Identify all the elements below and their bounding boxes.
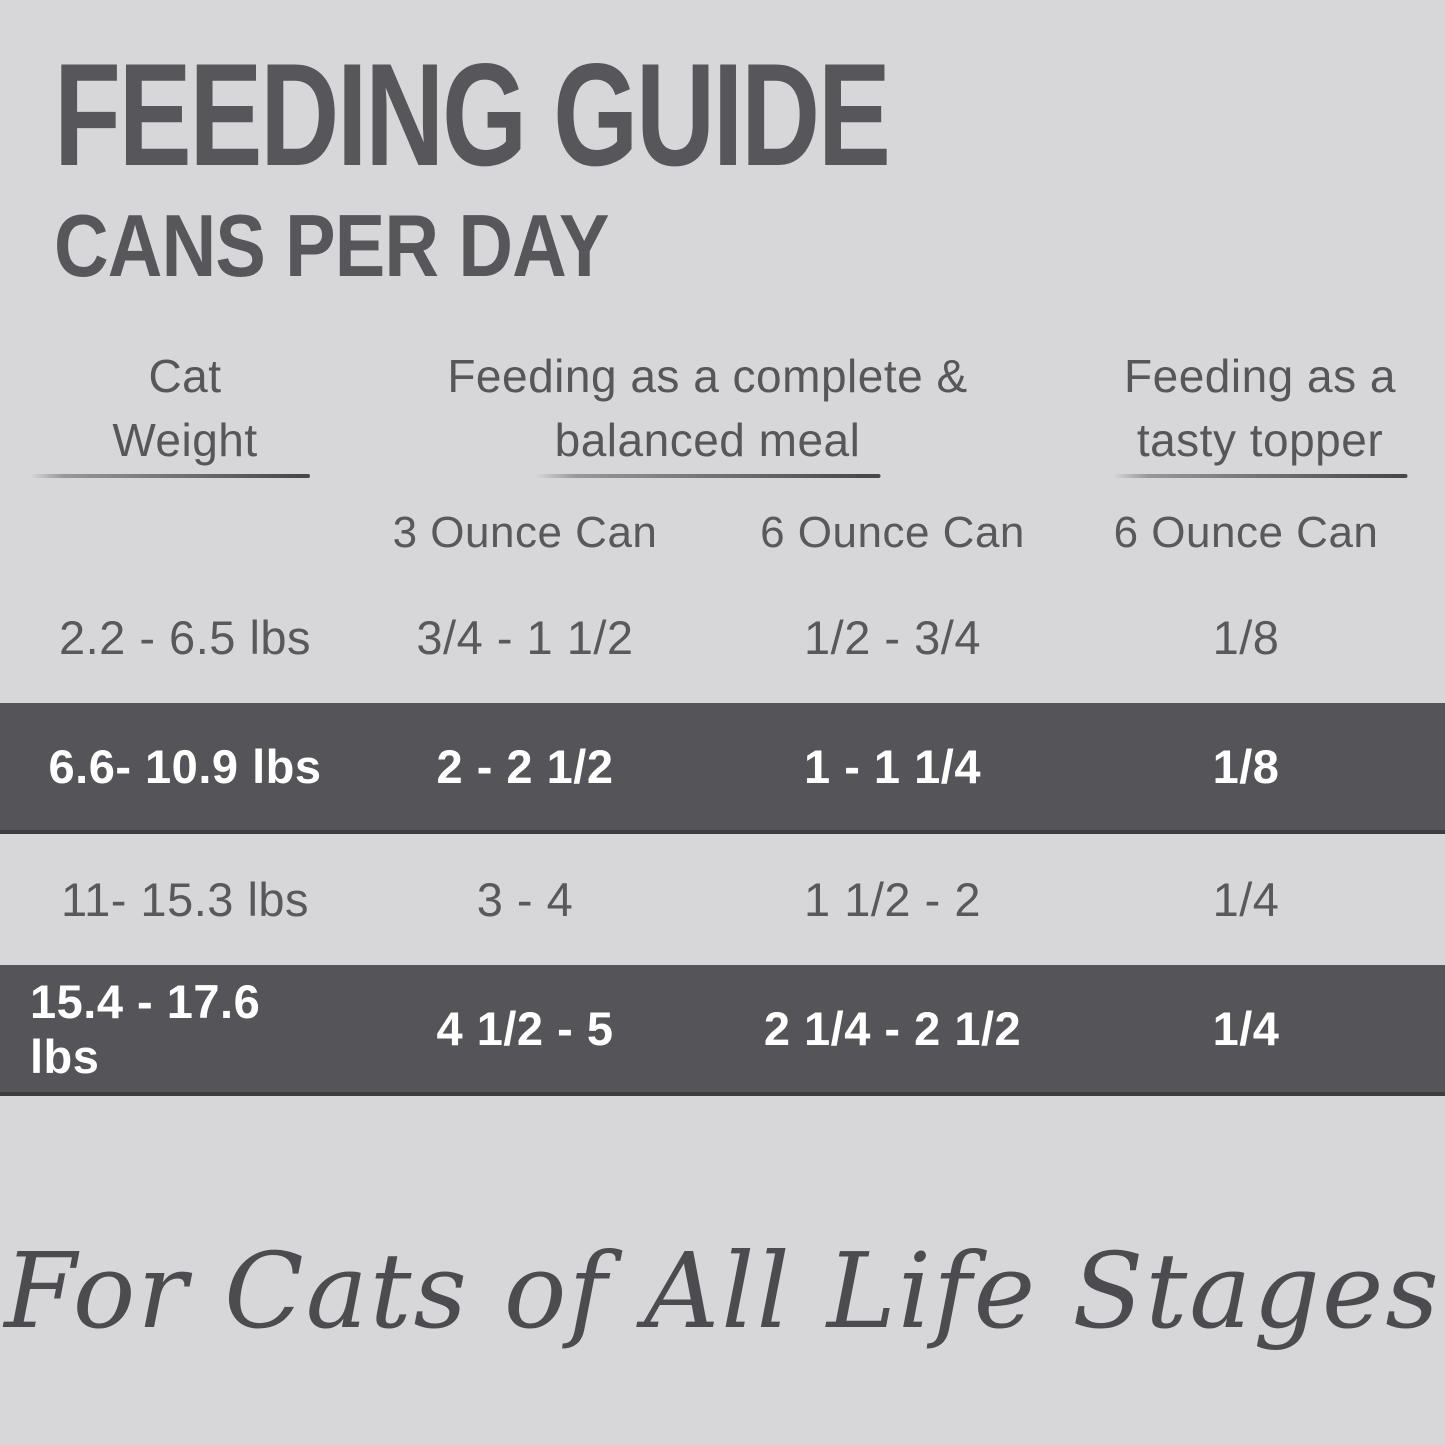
table-row: 2.2 - 6.5 lbs 3/4 - 1 1/2 1/2 - 3/4 1/8 — [0, 572, 1445, 703]
topper-6oz-cell: 1/8 — [1212, 611, 1280, 664]
meal-6oz-cell: 2 1/4 - 2 1/2 — [763, 1002, 1022, 1055]
topper-6oz-cell: 1/4 — [1212, 1002, 1280, 1055]
header-line: Feeding as a complete & — [447, 350, 968, 402]
title-block: FEEDING GUIDE CANS PER DAY — [54, 42, 1167, 290]
tagline-script-text: For Cats of All Life Stages — [4, 1230, 1441, 1352]
subheader-6oz-can-topper: 6 Ounce Can — [1113, 508, 1379, 557]
meal-3oz-cell: 4 1/2 - 5 — [436, 1002, 614, 1055]
header-line: tasty topper — [1136, 414, 1384, 466]
subheader-empty — [0, 482, 340, 572]
page-subtitle: CANS PER DAY — [54, 196, 609, 295]
weight-cell: 6.6- 10.9 lbs — [48, 740, 322, 793]
table-row-highlighted: 15.4 - 17.6 lbs 4 1/2 - 5 2 1/4 - 2 1/2 … — [0, 965, 1445, 1096]
column-header-complete-meal: Feeding as a complete & balanced meal — [340, 340, 1075, 482]
weight-cell: 15.4 - 17.6 lbs — [30, 974, 261, 1083]
meal-6oz-cell: 1 - 1 1/4 — [804, 740, 981, 793]
subheader-3oz-can: 3 Ounce Can — [392, 508, 658, 557]
table-row-highlighted: 6.6- 10.9 lbs 2 - 2 1/2 1 - 1 1/4 1/8 — [0, 703, 1445, 834]
column-header-cat-weight: Cat Weight — [0, 340, 340, 482]
header-line: Cat — [148, 350, 222, 402]
meal-6oz-cell: 1 1/2 - 2 — [804, 873, 981, 926]
meal-3oz-cell: 3 - 4 — [476, 873, 574, 926]
weight-cell: 11- 15.3 lbs — [60, 873, 310, 926]
header-line: Feeding as a — [1124, 350, 1396, 402]
header-line: Weight — [112, 414, 258, 466]
header-underline-weight — [30, 474, 310, 478]
topper-6oz-cell: 1/8 — [1212, 740, 1280, 793]
header-line: balanced meal — [554, 414, 861, 466]
header-underline-meal — [535, 474, 880, 478]
meal-6oz-cell: 1/2 - 3/4 — [804, 611, 981, 664]
weight-cell: 2.2 - 6.5 lbs — [58, 611, 312, 664]
header-underline-topper — [1112, 474, 1408, 478]
subheader-6oz-can: 6 Ounce Can — [760, 508, 1025, 557]
feeding-table: Cat Weight Feeding as a complete & balan… — [0, 340, 1445, 1096]
table-header-row: Cat Weight Feeding as a complete & balan… — [0, 340, 1445, 482]
table-row: 11- 15.3 lbs 3 - 4 1 1/2 - 2 1/4 — [0, 834, 1445, 965]
table-subheader-row: 3 Ounce Can 6 Ounce Can 6 Ounce Can — [0, 482, 1445, 572]
meal-3oz-cell: 3/4 - 1 1/2 — [416, 611, 634, 664]
page-title: FEEDING GUIDE — [54, 33, 891, 196]
topper-6oz-cell: 1/4 — [1212, 873, 1280, 926]
column-header-tasty-topper: Feeding as a tasty topper — [1075, 340, 1445, 482]
meal-3oz-cell: 2 - 2 1/2 — [436, 740, 614, 793]
